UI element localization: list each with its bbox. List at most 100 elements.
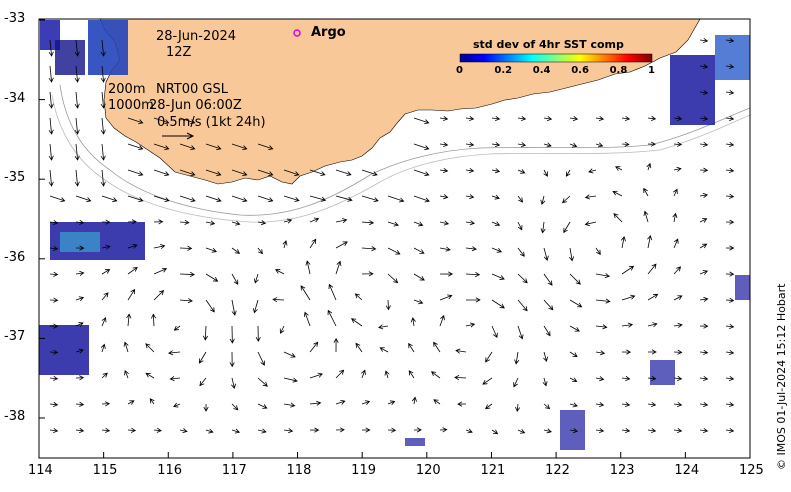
current-arrow — [75, 270, 85, 276]
current-arrow — [621, 375, 631, 381]
map-date: 28-Jun-2024 — [156, 29, 237, 44]
current-arrow — [408, 342, 415, 353]
current-arrow — [257, 220, 267, 226]
isobath-1000m — [51, 94, 750, 223]
current-arrow — [595, 402, 605, 408]
current-arrow — [699, 141, 709, 147]
current-arrow — [647, 234, 653, 249]
current-arrow — [179, 169, 196, 177]
current-arrow — [126, 313, 132, 327]
current-arrow — [198, 351, 207, 364]
current-arrow — [153, 143, 170, 151]
current-arrow — [387, 400, 396, 406]
current-arrow — [725, 349, 735, 356]
current-arrow — [309, 217, 320, 223]
current-arrow — [672, 212, 678, 223]
current-arrow — [231, 273, 239, 285]
current-arrow — [646, 162, 652, 171]
current-arrow — [584, 194, 597, 200]
current-arrow — [257, 351, 266, 366]
current-arrow — [387, 195, 405, 203]
current-arrow — [543, 247, 549, 261]
current-arrow — [561, 195, 571, 204]
current-arrow — [179, 245, 193, 251]
current-arrow — [282, 240, 288, 249]
current-arrow — [179, 195, 196, 203]
current-arrow — [127, 266, 138, 275]
current-arrow — [621, 115, 631, 121]
current-arrow — [454, 375, 467, 381]
current-arrow — [543, 403, 551, 410]
current-arrow — [205, 195, 222, 203]
current-arrow — [543, 169, 548, 177]
current-arrow — [621, 141, 630, 147]
colorbar-tick-label: 0.6 — [571, 65, 589, 76]
current-arrow — [101, 316, 107, 327]
current-arrow — [699, 243, 708, 249]
current-arrow — [540, 221, 546, 234]
current-arrow — [413, 247, 425, 254]
current-arrow — [153, 290, 165, 301]
current-arrow — [385, 299, 391, 311]
current-arrow — [613, 213, 623, 223]
current-arrow — [75, 296, 85, 302]
current-arrow — [439, 141, 449, 148]
colorbar-tick-label: 0.8 — [609, 65, 628, 76]
current-arrow — [673, 266, 682, 275]
current-arrow — [647, 115, 657, 121]
current-arrow — [465, 115, 475, 122]
current-arrow — [100, 343, 106, 353]
current-arrow — [179, 143, 196, 151]
current-arrow — [74, 143, 80, 161]
y-tick-label: -37 — [4, 329, 26, 345]
current-arrow — [569, 377, 578, 383]
current-arrow — [569, 428, 579, 434]
current-arrow — [231, 247, 241, 254]
current-arrow — [699, 89, 709, 96]
current-arrow — [643, 210, 649, 223]
current-arrow — [145, 372, 155, 379]
current-arrow — [612, 190, 623, 197]
current-arrow — [439, 271, 454, 277]
current-arrow — [48, 65, 54, 83]
current-arrow — [699, 401, 709, 408]
current-arrow — [179, 117, 196, 125]
y-tick-label: -34 — [4, 90, 26, 106]
current-arrow — [408, 370, 415, 379]
x-tick-label: 125 — [739, 463, 764, 478]
current-arrow — [309, 195, 327, 202]
current-arrow — [361, 271, 374, 277]
current-arrow — [123, 341, 129, 353]
current-arrow — [517, 195, 523, 203]
current-arrow — [543, 116, 553, 122]
current-arrow — [569, 402, 578, 408]
sst-time-label: 28-Jun 06:00Z — [149, 98, 242, 113]
colorbar-tick-label: 1 — [648, 65, 655, 76]
current-arrow — [673, 115, 683, 121]
y-tick-label: -35 — [4, 170, 26, 186]
current-arrow — [595, 142, 604, 148]
current-arrow — [49, 297, 59, 303]
current-arrow — [127, 117, 144, 125]
current-arrow — [179, 271, 196, 277]
argo-label: Argo — [311, 25, 346, 40]
current-arrow — [569, 142, 578, 148]
current-arrow — [595, 298, 611, 304]
current-arrow — [439, 246, 451, 252]
current-arrow — [74, 65, 80, 83]
current-arrow — [168, 350, 181, 356]
current-arrow — [491, 273, 505, 280]
current-arrow — [100, 91, 106, 109]
current-arrow — [413, 195, 430, 203]
current-arrow — [513, 377, 519, 388]
current-arrow — [543, 428, 552, 434]
current-arrow — [673, 295, 683, 301]
current-arrow — [491, 194, 500, 200]
current-arrow — [75, 427, 85, 433]
current-arrow — [257, 143, 274, 151]
current-arrow — [303, 311, 311, 327]
current-arrow — [335, 218, 348, 224]
current-arrow — [411, 396, 417, 405]
current-arrow — [153, 219, 164, 225]
